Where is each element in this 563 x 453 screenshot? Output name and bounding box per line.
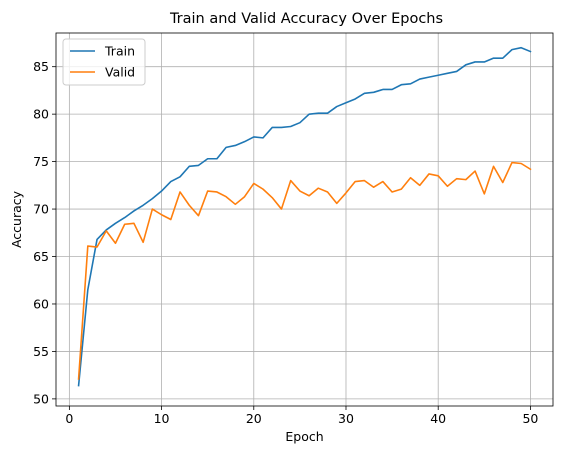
y-tick-label: 75 (33, 154, 49, 169)
legend-label-train: Train (104, 44, 135, 59)
y-tick-label: 60 (33, 296, 49, 311)
series-layer (77, 46, 532, 387)
y-tick-label: 80 (33, 107, 49, 122)
series-line-train (77, 46, 532, 387)
y-tick-label: 65 (33, 249, 49, 264)
x-tick-label: 50 (522, 411, 538, 426)
x-tick-label: 30 (338, 411, 354, 426)
legend: Train Valid (62, 38, 146, 86)
y-axis-ticks: 50 55 60 65 70 75 80 85 (33, 59, 56, 406)
x-tick-label: 10 (154, 411, 170, 426)
x-tick-label: 20 (246, 411, 262, 426)
x-tick-label: 40 (430, 411, 446, 426)
x-axis-ticks: 0 10 20 30 40 50 (65, 406, 538, 426)
series-line-valid (77, 161, 532, 380)
x-tick-label: 0 (65, 411, 73, 426)
y-axis-label: Accuracy (9, 190, 24, 248)
grid-lines (56, 33, 553, 406)
legend-label-valid: Valid (105, 65, 135, 80)
x-axis-label: Epoch (285, 429, 323, 444)
y-tick-label: 55 (33, 344, 49, 359)
y-tick-label: 85 (33, 59, 49, 74)
y-tick-label: 50 (33, 391, 49, 406)
y-tick-label: 70 (33, 202, 49, 217)
plot-frame (55, 32, 554, 407)
chart-title: Train and Valid Accuracy Over Epochs (169, 11, 443, 27)
